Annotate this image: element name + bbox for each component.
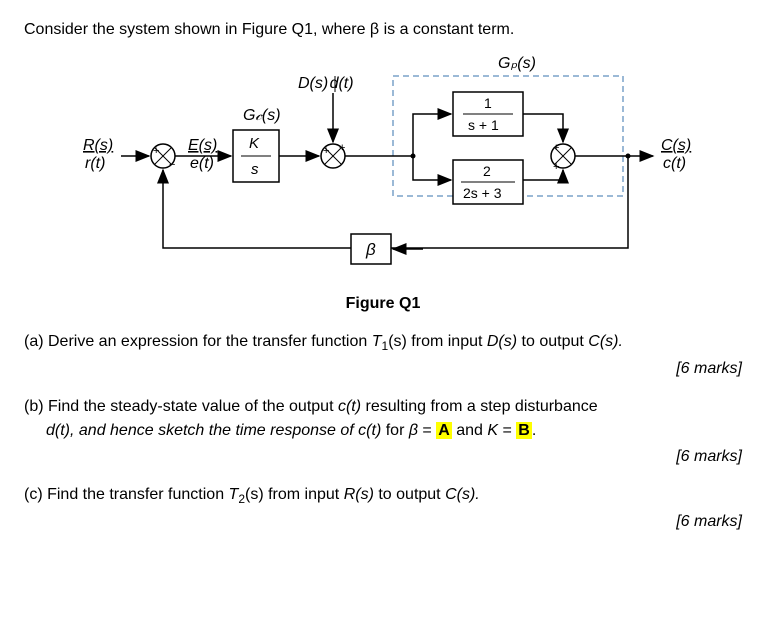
tf2-num: 2 — [483, 163, 491, 179]
c-in: R(s) — [344, 486, 374, 503]
b-beta: β — [409, 422, 418, 439]
gc-label: G𝒸(s) — [243, 107, 281, 124]
tf1-num: 1 — [484, 95, 492, 111]
b-l1m: resulting from a step disturbance — [361, 398, 598, 415]
b-l2m: for — [381, 422, 409, 439]
a-marks: [6 marks] — [24, 357, 742, 381]
block-diagram: Gₚ(s) D(s) d(t) G𝒸(s) R(s) r(t) + − E(s)… — [63, 48, 703, 288]
b-period: . — [532, 422, 536, 439]
gc-K: K — [249, 135, 260, 152]
b-l1p: (b) Find the steady-state value of the o… — [24, 398, 338, 415]
a-mid: (s) from input — [388, 333, 487, 350]
b-A-highlight: A — [436, 422, 452, 439]
b-marks: [6 marks] — [24, 445, 742, 469]
tf2-den: 2s + 3 — [463, 185, 502, 201]
branch-down — [413, 156, 451, 180]
ct-label: c(t) — [663, 155, 686, 172]
figure-caption: Figure Q1 — [24, 292, 742, 316]
intro-span: Consider the system shown in Figure Q1, … — [24, 21, 514, 38]
b-ct2: c(t) — [358, 422, 381, 439]
b-eq2: = — [498, 422, 516, 439]
diagram-svg: Gₚ(s) D(s) d(t) G𝒸(s) R(s) r(t) + − E(s)… — [63, 48, 703, 288]
intro-text: Consider the system shown in Figure Q1, … — [24, 18, 742, 42]
c-label: C(s) — [661, 137, 691, 154]
sum2-plus2: + — [339, 142, 345, 154]
part-b: (b) Find the steady-state value of the o… — [24, 395, 742, 469]
b-B-highlight: B — [516, 422, 532, 439]
et-label: e(t) — [190, 155, 214, 172]
sum2-plus1: + — [323, 145, 329, 157]
sum1-minus: − — [169, 159, 175, 171]
c-prefix: (c) Find the transfer function — [24, 486, 229, 503]
branch-up — [413, 114, 451, 156]
part-c: (c) Find the transfer function T2(s) fro… — [24, 483, 742, 534]
c-mid: (s) from input — [245, 486, 344, 503]
sum3-plus2: + — [553, 161, 559, 173]
b-and: and — [452, 422, 488, 439]
b-K: K — [487, 422, 498, 439]
e-label: E(s) — [188, 137, 217, 154]
part-a: (a) Derive an expression for the transfe… — [24, 330, 742, 381]
tf1-den: s + 1 — [468, 117, 499, 133]
beta-text: β — [365, 240, 376, 259]
b-l2p: d(t), and hence sketch the time response… — [46, 422, 358, 439]
a-T: T — [372, 333, 382, 350]
a-mid2: to output — [517, 333, 588, 350]
gc-s: s — [251, 161, 259, 178]
sum1-plus: + — [153, 145, 159, 157]
a-out: C(s). — [588, 333, 623, 350]
c-out: C(s). — [445, 486, 480, 503]
sum3-plus1: + — [553, 142, 559, 154]
rt-label: r(t) — [85, 155, 105, 172]
a-prefix: (a) Derive an expression for the transfe… — [24, 333, 372, 350]
c-T: T — [229, 486, 239, 503]
gp-label: Gₚ(s) — [498, 55, 536, 72]
r-label: R(s) — [83, 137, 113, 154]
c-mid2: to output — [374, 486, 445, 503]
c-marks: [6 marks] — [24, 510, 742, 534]
c-sub: 2 — [238, 492, 245, 506]
a-in: D(s) — [487, 333, 517, 350]
disturbance-label: D(s) d(t) — [298, 75, 354, 92]
tf1-out — [523, 114, 563, 142]
b-eq1: = — [418, 422, 436, 439]
b-ct: c(t) — [338, 398, 361, 415]
